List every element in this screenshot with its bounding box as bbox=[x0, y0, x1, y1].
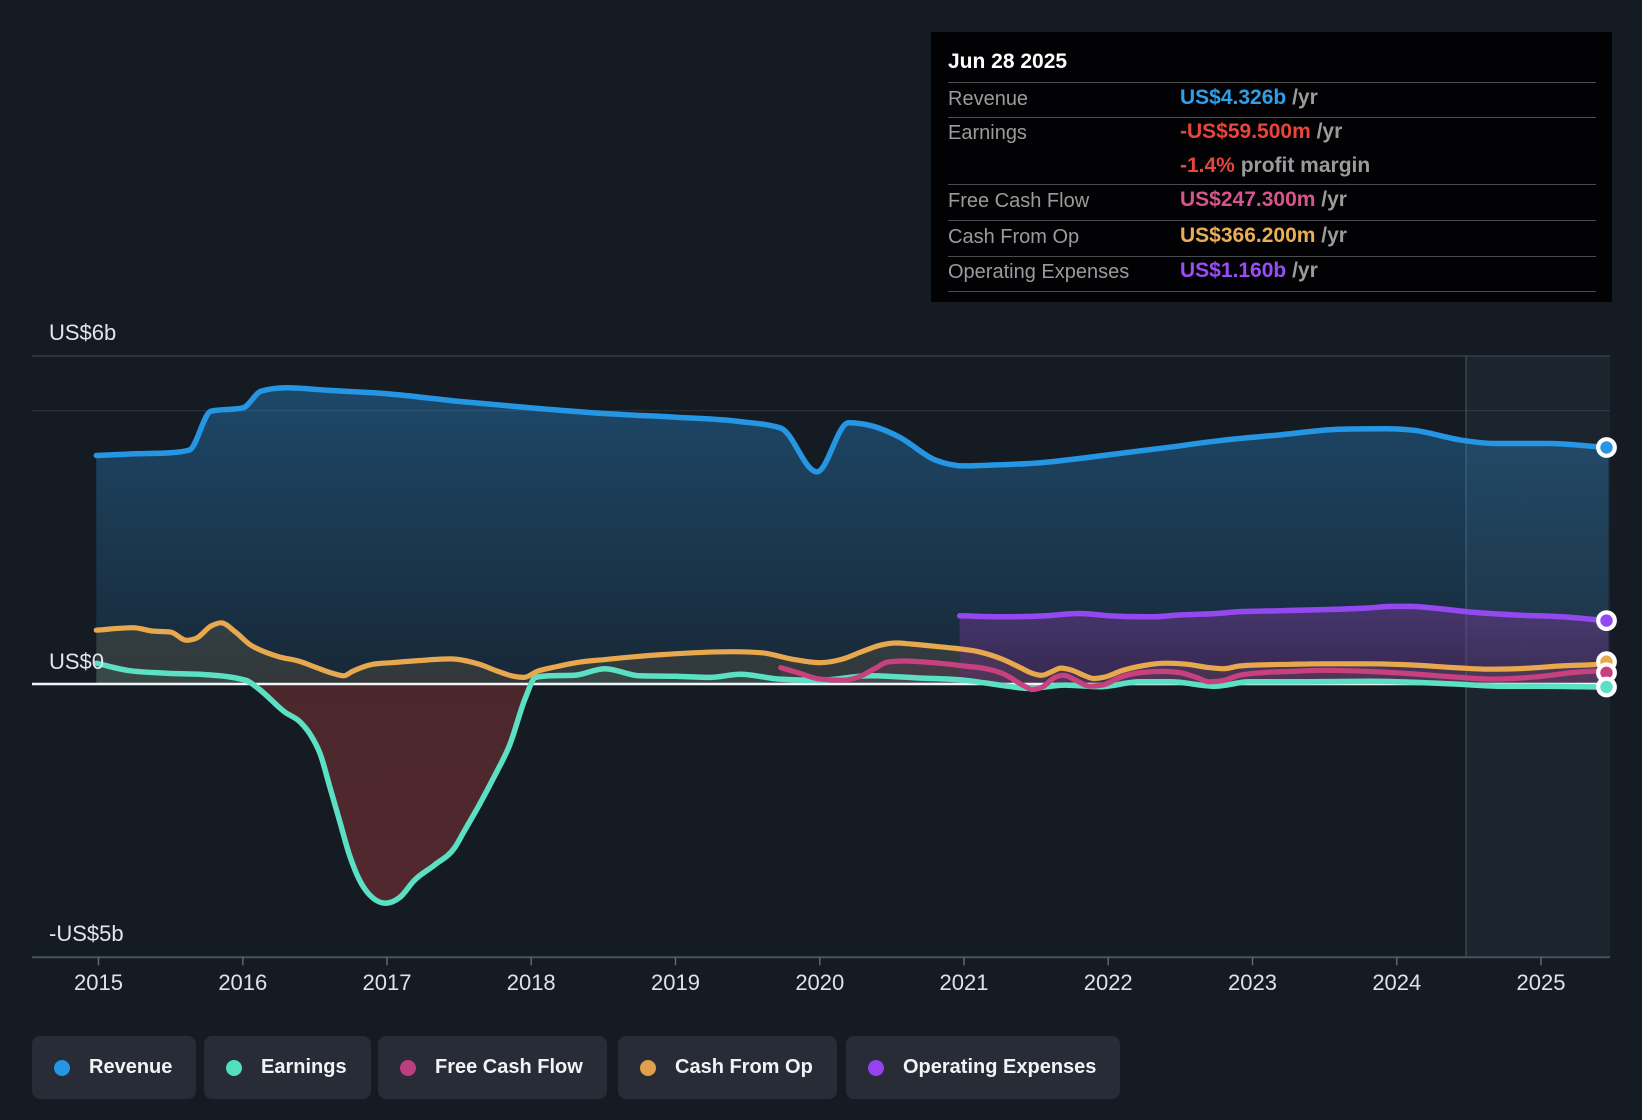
svg-text:2020: 2020 bbox=[795, 970, 844, 995]
svg-text:2023: 2023 bbox=[1228, 970, 1277, 995]
svg-text:2018: 2018 bbox=[507, 970, 556, 995]
svg-text:2022: 2022 bbox=[1084, 970, 1133, 995]
svg-text:2021: 2021 bbox=[940, 970, 989, 995]
svg-text:2016: 2016 bbox=[218, 970, 267, 995]
svg-text:US$6b: US$6b bbox=[49, 320, 116, 345]
svg-text:US$0: US$0 bbox=[49, 649, 104, 674]
svg-text:-US$5b: -US$5b bbox=[49, 921, 124, 946]
svg-text:2025: 2025 bbox=[1517, 970, 1566, 995]
svg-text:2024: 2024 bbox=[1372, 970, 1421, 995]
svg-text:2019: 2019 bbox=[651, 970, 700, 995]
svg-text:2015: 2015 bbox=[74, 970, 123, 995]
svg-text:2017: 2017 bbox=[363, 970, 412, 995]
